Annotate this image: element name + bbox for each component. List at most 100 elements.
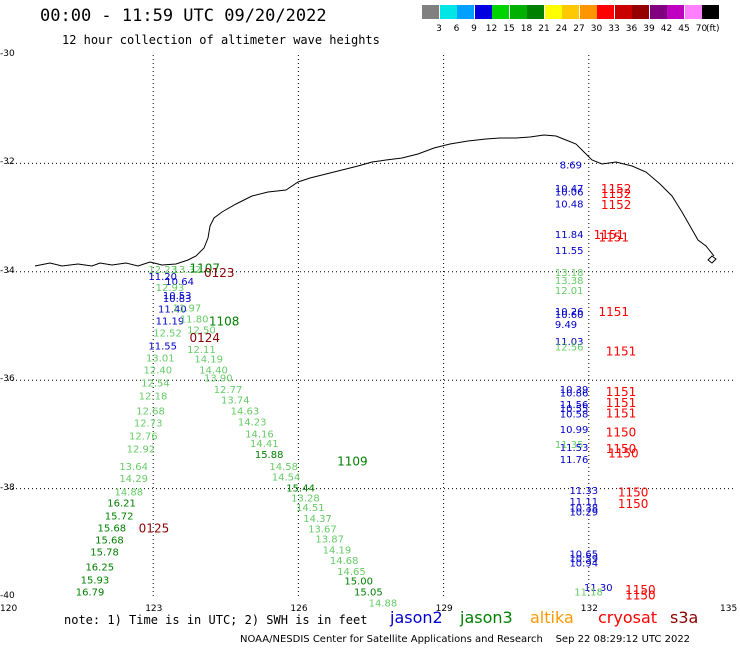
pass-time-label: 1150	[608, 446, 639, 460]
wave-height-value: 11.53	[560, 443, 589, 454]
wave-height-value: 11.33	[569, 486, 598, 497]
wave-height-value: 11.11	[569, 497, 598, 508]
wave-height-value: 11.97	[173, 304, 202, 315]
wave-height-value: 13.38	[555, 276, 584, 287]
wave-height-value: 12.93	[156, 283, 185, 294]
pass-time-label: 1150	[625, 588, 656, 602]
latitude-label: -36	[0, 374, 15, 385]
wave-height-value: 14.41	[250, 439, 279, 450]
wave-height-value: 14.68	[330, 556, 359, 567]
legend-tick-label: 24	[555, 24, 568, 34]
wave-height-value: 13.28	[291, 493, 320, 504]
legend-tick-label: 27	[573, 24, 585, 34]
grid-lines	[8, 55, 734, 597]
pass-time-label: 1151	[606, 407, 637, 421]
wave-height-value: 10.59	[569, 554, 598, 565]
wave-height-value: 11.76	[560, 455, 589, 466]
satellite-legend-item: jason2	[390, 608, 443, 627]
pass-time-label: 1152	[601, 198, 632, 212]
wave-height-value: 12.77	[214, 385, 243, 396]
wave-height-value: 14.23	[238, 417, 267, 428]
wave-height-value: 16.79	[76, 588, 105, 599]
pass-time-label: 0125	[139, 522, 170, 536]
wave-height-value: 14.40	[199, 365, 228, 376]
latitude-label: -38	[0, 482, 15, 493]
wave-height-value: 13.90	[204, 373, 233, 384]
wave-height-value: 13.18	[555, 268, 584, 279]
wave-height-value: 15.93	[81, 576, 110, 587]
wave-height-value: 11.19	[156, 317, 185, 328]
wave-height-value: 11.30	[584, 583, 613, 594]
wave-height-value: 12.11	[187, 345, 216, 356]
legend-tick-label: 3	[436, 24, 442, 34]
legend-tick-label: 15	[503, 24, 515, 34]
latitude-label: -30	[0, 49, 15, 59]
wave-height-value: 13.01	[146, 353, 175, 364]
latitude-label: -32	[0, 157, 15, 168]
pass-time-label: 1108	[209, 315, 240, 329]
wave-height-value: 15.72	[105, 512, 134, 523]
pass-time-label: 1152	[601, 182, 632, 196]
legend-swatch	[474, 5, 492, 19]
legend-tick-label: 45	[678, 24, 690, 34]
wave-height-value: 13.87	[315, 534, 344, 545]
pass-time-label: 1151	[594, 228, 625, 242]
legend-swatch	[509, 5, 527, 19]
legend-swatch	[439, 5, 457, 19]
legend-tick-label: 6	[453, 24, 460, 34]
pass-time-label: 1150	[625, 583, 656, 597]
wave-height-observations: 8.6910.4710.0610.4811.8411.5513.1813.381…	[76, 160, 613, 609]
wave-height-value: 14.88	[114, 487, 143, 498]
wave-height-value: 14.16	[245, 429, 274, 440]
wave-height-value: 10.39	[560, 385, 589, 396]
wave-height-value: 12.56	[555, 343, 584, 354]
page-title: 00:00 - 11:59 UTC 09/20/2022	[40, 6, 327, 26]
satellite-legend-item: jason3	[460, 608, 513, 627]
latitude-label: -34	[0, 265, 15, 276]
legend-swatch	[492, 5, 509, 19]
wave-height-value: 15.78	[90, 547, 119, 558]
wave-height-value: 12.23	[148, 265, 177, 276]
wave-height-value: 13.64	[119, 462, 148, 473]
wave-height-value: 15.68	[98, 524, 127, 535]
longitude-label: 126	[290, 604, 308, 614]
wave-height-value: 11.35	[555, 440, 584, 451]
pass-time-label: 1107	[190, 261, 221, 275]
wave-height-value: 11.03	[555, 337, 584, 348]
wave-height-value: 15.68	[95, 536, 124, 547]
legend-swatch	[597, 5, 614, 19]
wave-height-value: 14.37	[303, 514, 332, 525]
wave-height-value: 11.56	[560, 400, 589, 411]
wave-height-value: 11.80	[180, 314, 209, 325]
legend-tick-label: 33	[608, 24, 620, 34]
legend-tick-label: 42	[660, 24, 673, 34]
longitude-label: 123	[145, 604, 163, 614]
wave-height-value: 12.50	[187, 325, 216, 336]
wave-height-value: 11.20	[148, 272, 177, 283]
wave-height-value: 10.53	[163, 291, 192, 302]
wave-height-value: 11.55	[555, 246, 584, 257]
legend-swatch	[702, 5, 719, 19]
wave-height-value: 16.21	[107, 499, 136, 510]
wave-height-value: 10.48	[555, 200, 584, 211]
legend-swatch	[632, 5, 649, 19]
legend-tick-label: 9	[471, 24, 477, 34]
legend-tick-label: 39	[643, 24, 655, 34]
wave-height-value: 10.64	[165, 277, 194, 288]
satellite-legend-item: cryosat	[598, 608, 658, 627]
wave-height-value: 10.29	[569, 507, 598, 518]
legend-tick-label: 18	[520, 24, 533, 34]
pass-time-label: 1150	[618, 485, 649, 499]
wave-height-value: 12.52	[153, 329, 182, 340]
wave-height-value: 10.26	[555, 307, 584, 318]
legend-swatch	[527, 5, 544, 19]
wave-height-value: 13.74	[221, 396, 250, 407]
pass-time-label: 0124	[190, 331, 221, 345]
pass-time-label: 1151	[606, 344, 637, 358]
wave-height-value: 10.94	[569, 558, 598, 569]
pass-time-label: 0123	[204, 266, 235, 280]
wave-height-value: 14.58	[269, 462, 298, 473]
wave-height-value: 15.05	[354, 588, 383, 599]
